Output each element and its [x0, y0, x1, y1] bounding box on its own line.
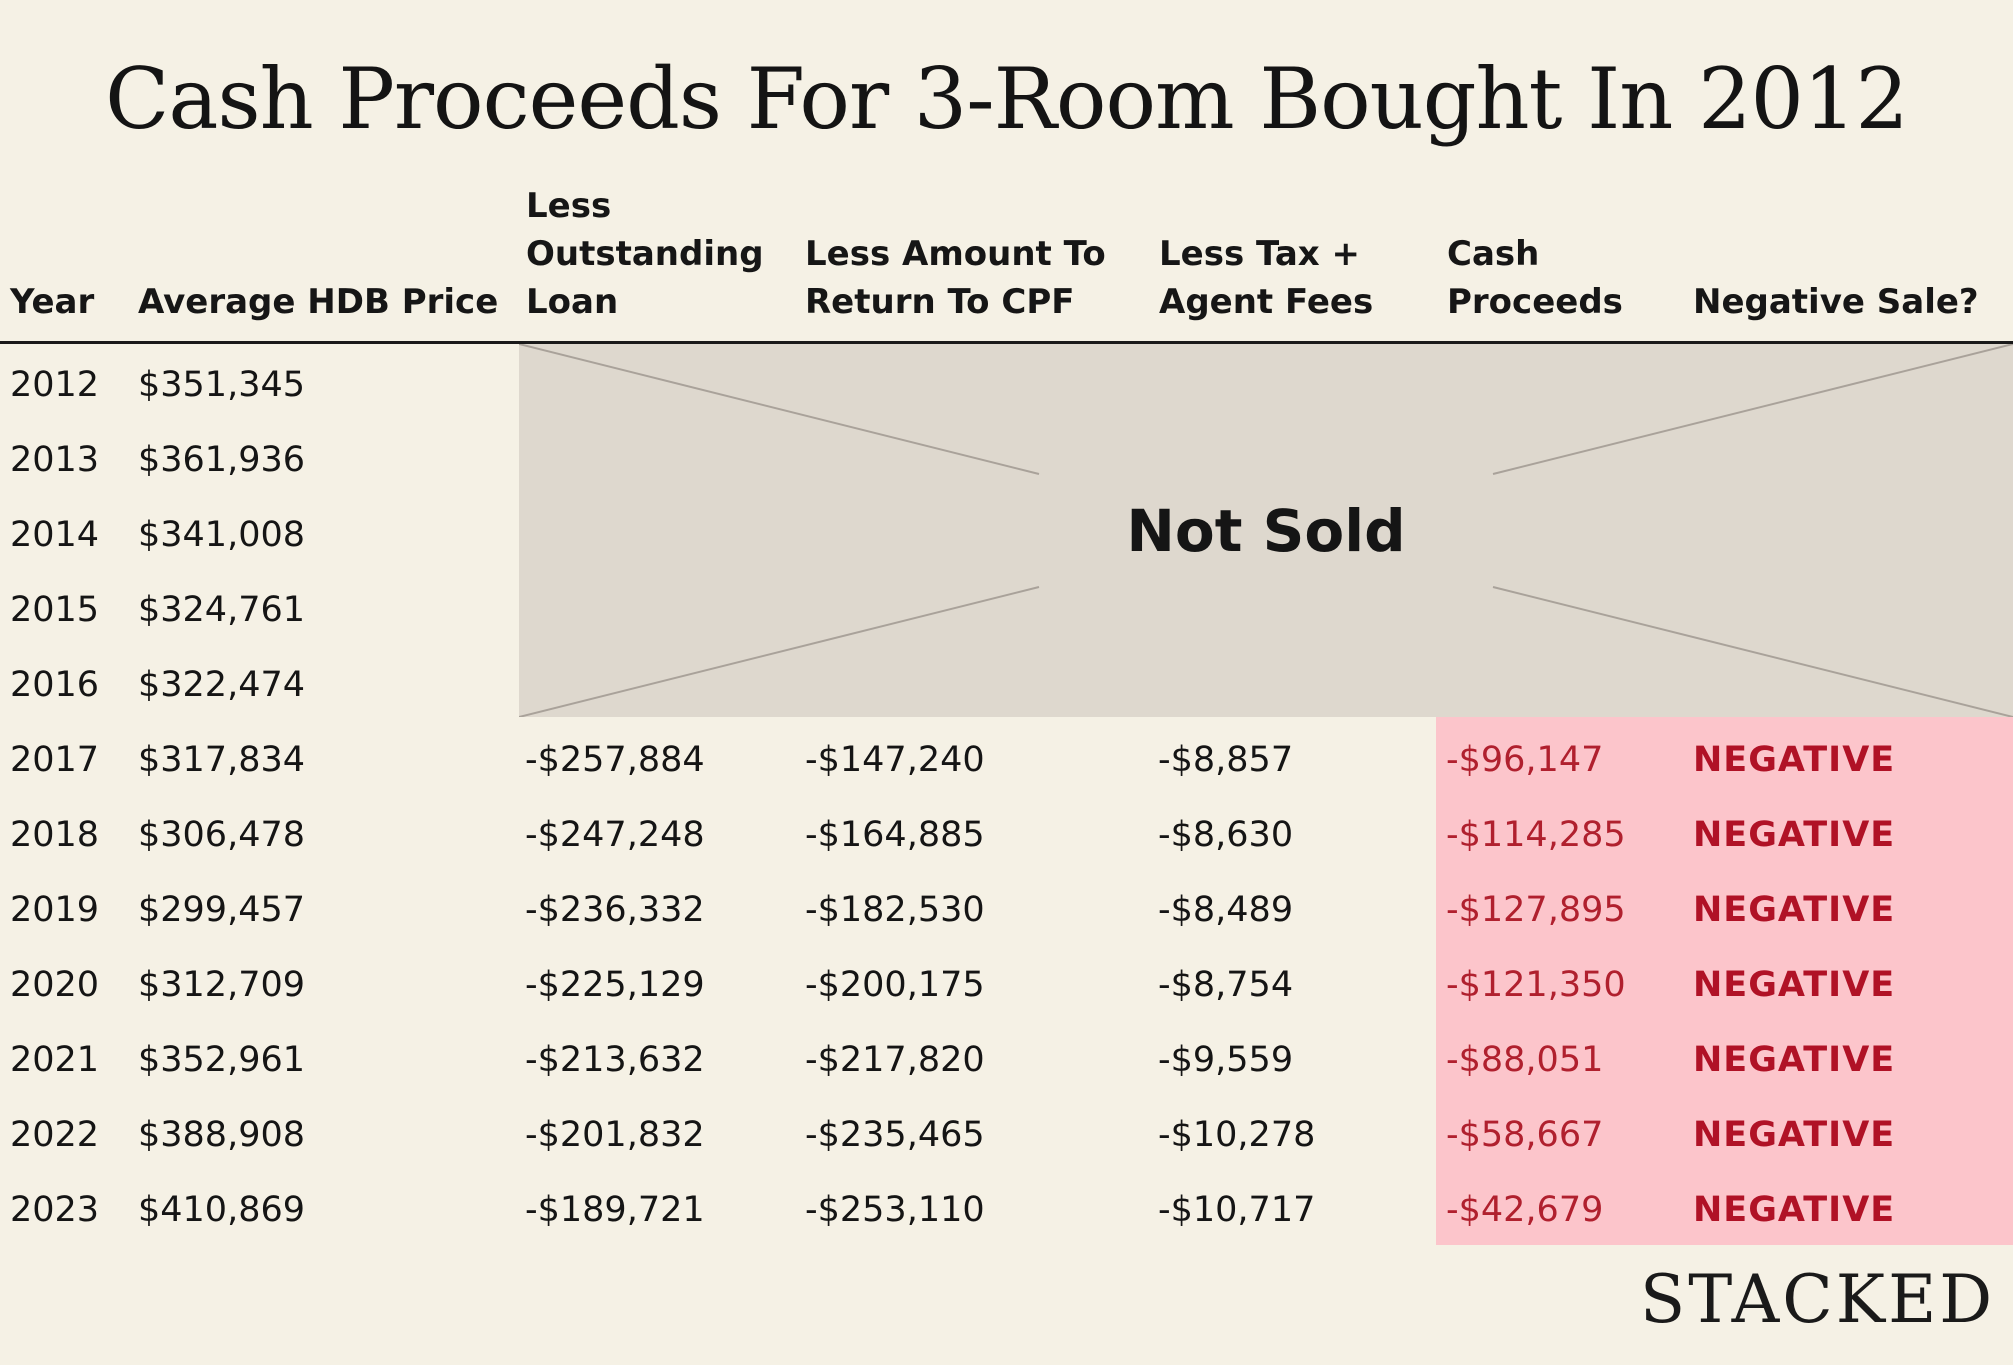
cell-loan: -$213,632	[525, 1040, 705, 1080]
cell-negative-flag: NEGATIVE	[1693, 1190, 1896, 1230]
header-negative-sale: Negative Sale?	[1693, 282, 1979, 322]
cell-cpf: -$200,175	[805, 965, 985, 1005]
cell-proceeds: -$127,895	[1446, 890, 1626, 930]
header-outstanding-loan: Less Outstanding Loan	[526, 186, 764, 322]
cell-cpf: -$147,240	[805, 740, 985, 780]
cell-loan: -$201,832	[525, 1115, 705, 1155]
cell-proceeds: -$88,051	[1446, 1040, 1604, 1080]
header-average-price: Average HDB Price	[138, 282, 499, 322]
cell-price: $388,908	[138, 1115, 306, 1155]
cell-year: 2021	[10, 1040, 100, 1080]
cell-price: $361,936	[138, 440, 306, 480]
cell-cpf: -$217,820	[805, 1040, 985, 1080]
cell-fees: -$8,754	[1158, 965, 1294, 1005]
cell-price: $352,961	[138, 1040, 306, 1080]
cell-price: $324,761	[138, 590, 306, 630]
cell-fees: -$8,489	[1158, 890, 1294, 930]
cell-proceeds: -$42,679	[1446, 1190, 1604, 1230]
cell-proceeds: -$96,147	[1446, 740, 1604, 780]
cell-price: $299,457	[138, 890, 306, 930]
cell-fees: -$10,717	[1158, 1190, 1316, 1230]
cell-loan: -$247,248	[525, 815, 705, 855]
cell-year: 2012	[10, 365, 100, 405]
cell-year: 2022	[10, 1115, 100, 1155]
stacked-logo: STACKED	[1640, 1261, 1996, 1338]
chart-title: Cash Proceeds For 3-Room Bought In 2012	[105, 50, 1909, 148]
cell-negative-flag: NEGATIVE	[1693, 1040, 1896, 1080]
cell-year: 2019	[10, 890, 100, 930]
cell-loan: -$257,884	[525, 740, 705, 780]
cell-proceeds: -$58,667	[1446, 1115, 1604, 1155]
cell-cpf: -$182,530	[805, 890, 985, 930]
cell-proceeds: -$114,285	[1446, 815, 1626, 855]
cell-year: 2018	[10, 815, 100, 855]
cell-price: $312,709	[138, 965, 306, 1005]
not-sold-region: Not Sold	[519, 344, 2013, 717]
header-divider	[0, 341, 2013, 344]
cell-fees: -$8,630	[1158, 815, 1294, 855]
cell-year: 2023	[10, 1190, 100, 1230]
cell-fees: -$10,278	[1158, 1115, 1316, 1155]
cell-loan: -$236,332	[525, 890, 705, 930]
header-tax-fees: Less Tax + Agent Fees	[1159, 234, 1374, 322]
cell-negative-flag: NEGATIVE	[1693, 1115, 1896, 1155]
cell-price: $410,869	[138, 1190, 306, 1230]
cell-loan: -$189,721	[525, 1190, 705, 1230]
cell-price: $317,834	[138, 740, 306, 780]
cell-cpf: -$235,465	[805, 1115, 985, 1155]
cell-fees: -$8,857	[1158, 740, 1294, 780]
cell-year: 2014	[10, 515, 100, 555]
cell-cpf: -$164,885	[805, 815, 985, 855]
cell-year: 2013	[10, 440, 100, 480]
cell-year: 2015	[10, 590, 100, 630]
cell-fees: -$9,559	[1158, 1040, 1294, 1080]
not-sold-label: Not Sold	[1126, 497, 1406, 565]
cell-negative-flag: NEGATIVE	[1693, 815, 1896, 855]
cell-cpf: -$253,110	[805, 1190, 985, 1230]
cell-proceeds: -$121,350	[1446, 965, 1626, 1005]
negative-highlight	[1436, 717, 2013, 1245]
cell-price: $322,474	[138, 665, 306, 705]
cell-loan: -$225,129	[525, 965, 705, 1005]
cell-negative-flag: NEGATIVE	[1693, 965, 1896, 1005]
cell-price: $341,008	[138, 515, 306, 555]
cell-price: $351,345	[138, 365, 306, 405]
cell-year: 2020	[10, 965, 100, 1005]
cell-year: 2016	[10, 665, 100, 705]
header-cash-proceeds: Cash Proceeds	[1447, 234, 1623, 322]
cell-price: $306,478	[138, 815, 306, 855]
cell-negative-flag: NEGATIVE	[1693, 890, 1896, 930]
header-return-cpf: Less Amount To Return To CPF	[805, 234, 1106, 322]
header-year: Year	[10, 282, 95, 322]
not-sold-cross-lines	[519, 344, 2013, 717]
cell-year: 2017	[10, 740, 100, 780]
cell-negative-flag: NEGATIVE	[1693, 740, 1896, 780]
